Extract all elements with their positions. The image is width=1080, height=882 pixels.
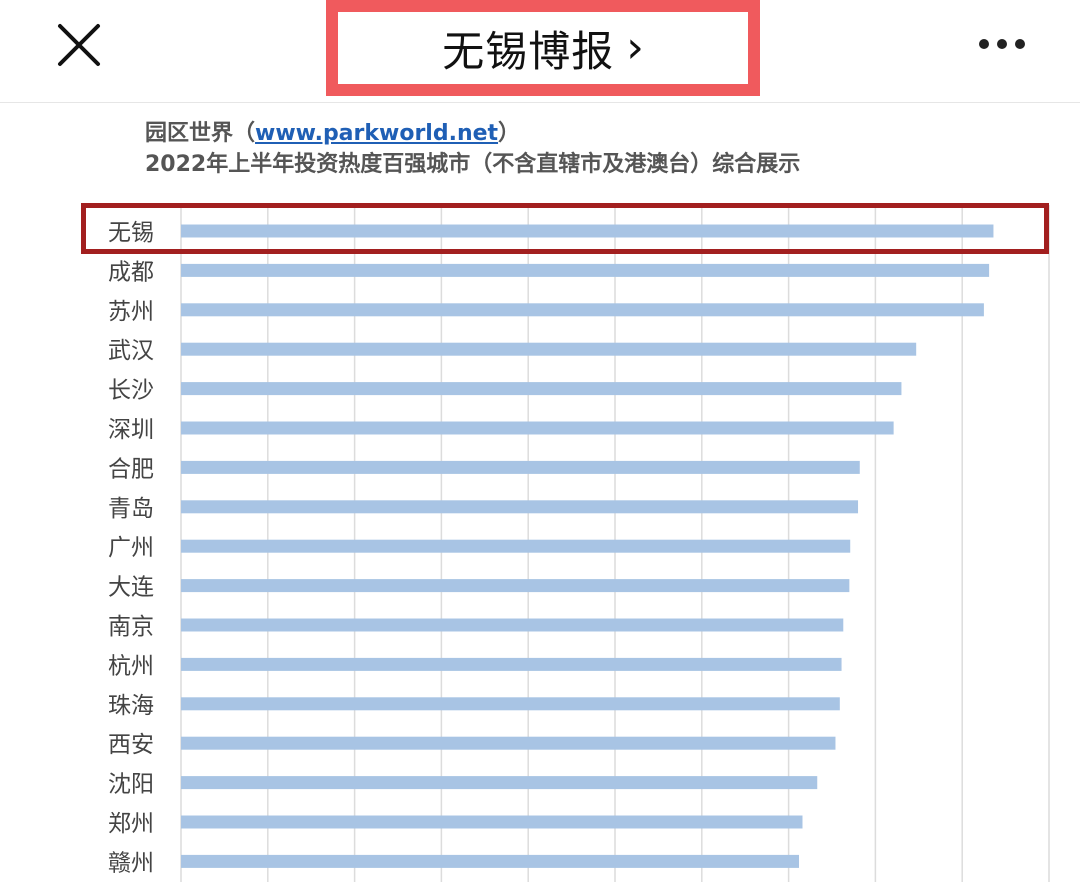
- bar: [181, 815, 803, 829]
- account-title: 无锡博报: [442, 26, 615, 76]
- bar: [181, 697, 840, 711]
- bar: [181, 736, 836, 750]
- chart-source-suffix: ）: [498, 121, 521, 146]
- category-label: 赣州: [108, 850, 154, 876]
- bar: [181, 776, 818, 790]
- category-label: 长沙: [108, 378, 154, 404]
- category-label: 成都: [108, 259, 154, 285]
- category-label: 杭州: [108, 653, 154, 679]
- category-label: 南京: [108, 614, 154, 640]
- top-nav-bar: 无锡博报 ›: [0, 0, 1080, 103]
- account-title-button[interactable]: 无锡博报 ›: [326, 0, 760, 96]
- more-options-button[interactable]: [972, 24, 1036, 64]
- close-icon: [58, 24, 100, 66]
- bar: [181, 460, 860, 474]
- chart-title: 2022年上半年投资热度百强城市（不含直辖市及港澳台）综合展示: [145, 152, 801, 177]
- category-label: 沈阳: [108, 772, 154, 798]
- bar: [181, 579, 850, 593]
- bar: [181, 224, 994, 238]
- category-label: 武汉: [108, 338, 154, 364]
- close-button[interactable]: [52, 18, 106, 72]
- category-label: 苏州: [108, 299, 154, 325]
- highlight-box-wuxi: [81, 203, 1049, 254]
- more-horizontal-icon: [979, 39, 1025, 49]
- bar: [181, 657, 842, 671]
- category-label: 珠海: [108, 693, 154, 719]
- bar: [181, 854, 800, 868]
- chevron-right-icon: ›: [626, 22, 644, 73]
- category-label: 郑州: [108, 811, 154, 837]
- category-label: 深圳: [108, 417, 154, 443]
- chart-source-prefix: 园区世界（: [145, 121, 256, 146]
- source-link[interactable]: www.parkworld.net: [255, 121, 499, 146]
- bar: [181, 421, 894, 435]
- chart-header: 园区世界（www.parkworld.net） 2022年上半年投资热度百强城市…: [145, 118, 800, 180]
- bar: [181, 303, 984, 317]
- chart-source-line: 园区世界（www.parkworld.net）: [145, 118, 800, 149]
- category-label: 青岛: [108, 496, 154, 522]
- category-label: 广州: [108, 535, 154, 561]
- category-label: 无锡: [108, 220, 154, 246]
- category-label: 合肥: [108, 456, 154, 482]
- bar: [181, 382, 902, 396]
- bar: [181, 263, 990, 277]
- category-label: 大连: [108, 575, 154, 601]
- bar: [181, 539, 851, 553]
- bar: [181, 342, 917, 356]
- bar: [181, 500, 859, 514]
- bar: [181, 618, 844, 632]
- category-label: 西安: [108, 732, 154, 758]
